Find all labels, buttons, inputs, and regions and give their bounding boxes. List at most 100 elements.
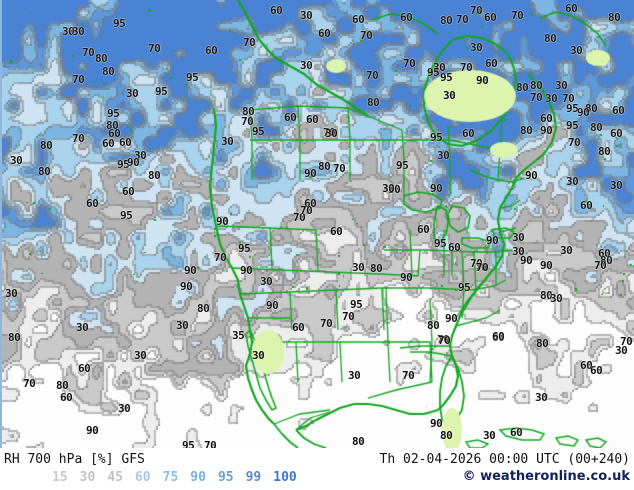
- contour-label: 80: [516, 81, 529, 94]
- contour-label: 30: [118, 402, 131, 415]
- contour-label: 70: [594, 259, 607, 272]
- contour-label: 80: [102, 65, 115, 78]
- contour-label: 70: [333, 162, 346, 175]
- contour-label: 30: [566, 175, 579, 188]
- contour-label: 30: [512, 245, 525, 258]
- contour-label: 30: [221, 135, 234, 148]
- contour-label: 60: [540, 112, 553, 125]
- map-title: RH 700 hPa [%] GFS: [4, 452, 145, 467]
- contour-label: 70: [243, 36, 256, 49]
- contour-label: 80: [197, 302, 210, 315]
- contour-label: 60: [306, 113, 319, 126]
- contour-label: 80: [536, 337, 549, 350]
- contour-label: 60: [510, 426, 523, 439]
- contour-label: 30: [470, 41, 483, 54]
- contour-label: 70: [323, 126, 336, 139]
- contour-label: 60: [462, 127, 475, 140]
- scale-value-60: 60: [134, 470, 151, 485]
- contour-label: 90: [525, 169, 538, 182]
- relative-humidity-map-canvas[interactable]: [0, 0, 634, 448]
- contour-label: 30: [176, 319, 189, 332]
- contour-label: 95: [120, 209, 133, 222]
- scale-value-15: 15: [52, 470, 68, 485]
- contour-label: 70: [360, 29, 373, 42]
- copyright-notice: © weatheronline.co.uk: [462, 469, 630, 484]
- contour-label: 30: [76, 321, 89, 334]
- contour-label: 70: [214, 251, 227, 264]
- contour-label: 80: [520, 124, 533, 137]
- contour-label: 70: [568, 136, 581, 149]
- contour-label: 30: [260, 275, 273, 288]
- contour-label: 70: [402, 369, 415, 382]
- scale-value-90: 90: [190, 470, 206, 485]
- map-valid-time: Th 02-04-2026 00:00 UTC (00+240): [379, 452, 630, 467]
- contour-label: 95: [350, 298, 363, 311]
- contour-label: 60: [292, 321, 305, 334]
- contour-label: 90: [86, 424, 99, 437]
- contour-label: 60: [318, 27, 331, 40]
- contour-label: 95: [113, 17, 126, 30]
- contour-label: 80: [427, 319, 440, 332]
- contour-label: 60: [205, 44, 218, 57]
- contour-label: 90: [127, 156, 140, 169]
- contour-label: 30: [545, 92, 558, 105]
- contour-label: 60: [580, 359, 593, 372]
- contour-label: 30: [555, 79, 568, 92]
- contour-label: 30: [388, 183, 401, 196]
- contour-label: 70: [366, 69, 379, 82]
- contour-label: 90: [540, 124, 553, 137]
- contour-label: 70: [241, 115, 254, 128]
- contour-label: 90: [400, 271, 413, 284]
- contour-label: 80: [608, 11, 621, 24]
- contour-label: 95: [396, 159, 409, 172]
- contour-label: 95: [566, 119, 579, 132]
- contour-label: 95: [566, 102, 579, 115]
- contour-label: 30: [134, 149, 147, 162]
- map-left-border: [0, 0, 2, 448]
- contour-label: 70: [475, 261, 488, 274]
- contour-label: 80: [318, 160, 331, 173]
- contour-label: 80: [40, 139, 53, 152]
- contour-label: 70: [437, 333, 450, 346]
- contour-label: 30: [300, 59, 313, 72]
- contour-label: 60: [448, 241, 461, 254]
- contour-label: 30: [443, 89, 456, 102]
- contour-label: 80: [242, 105, 255, 118]
- contour-label: 80: [352, 435, 365, 448]
- contour-label: 80: [95, 52, 108, 65]
- contour-label: 70: [300, 204, 313, 217]
- color-scale-legend[interactable]: 15 30 45 60 75 90 95 99 100: [52, 470, 297, 485]
- contour-label: 70: [511, 9, 524, 22]
- contour-label: 90: [184, 264, 197, 277]
- weather-map-panel[interactable]: 30 95 70 95 80 70 30 95 70 80 95 80 60 60 30 80 70 30 95 90…: [0, 0, 634, 448]
- contour-label: 30: [570, 44, 583, 57]
- contour-label: 80: [540, 289, 553, 302]
- contour-label: 80: [370, 262, 383, 275]
- contour-label: 80: [598, 145, 611, 158]
- contour-label: 30: [134, 349, 147, 362]
- contour-label: 70: [456, 13, 469, 26]
- contour-label: 95: [186, 71, 199, 84]
- contour-label: 70: [620, 335, 633, 348]
- contour-label: 95: [440, 71, 453, 84]
- map-footer: RH 700 hPa [%] GFS Th 02-04-2026 00:00 U…: [0, 448, 634, 490]
- contour-label: 30: [550, 292, 563, 305]
- contour-label: 95: [458, 281, 471, 294]
- contour-label: 70: [72, 73, 85, 86]
- contour-label: 90: [304, 167, 317, 180]
- contour-label: 30: [535, 391, 548, 404]
- contour-label: 70: [204, 439, 217, 448]
- contour-label: 30: [382, 182, 395, 195]
- contour-label: 90: [476, 74, 489, 87]
- contour-label: 30: [615, 344, 628, 357]
- contour-label: 60: [610, 127, 623, 140]
- contour-label: 70: [403, 57, 416, 70]
- contour-label: 60: [590, 364, 603, 377]
- contour-label: 80: [38, 165, 51, 178]
- contour-label: 30: [72, 25, 85, 38]
- contour-label: 80: [440, 14, 453, 27]
- contour-label: 80: [367, 96, 380, 109]
- contour-label: 60: [304, 197, 317, 210]
- contour-label: 30: [5, 287, 18, 300]
- contour-label: 60: [485, 57, 498, 70]
